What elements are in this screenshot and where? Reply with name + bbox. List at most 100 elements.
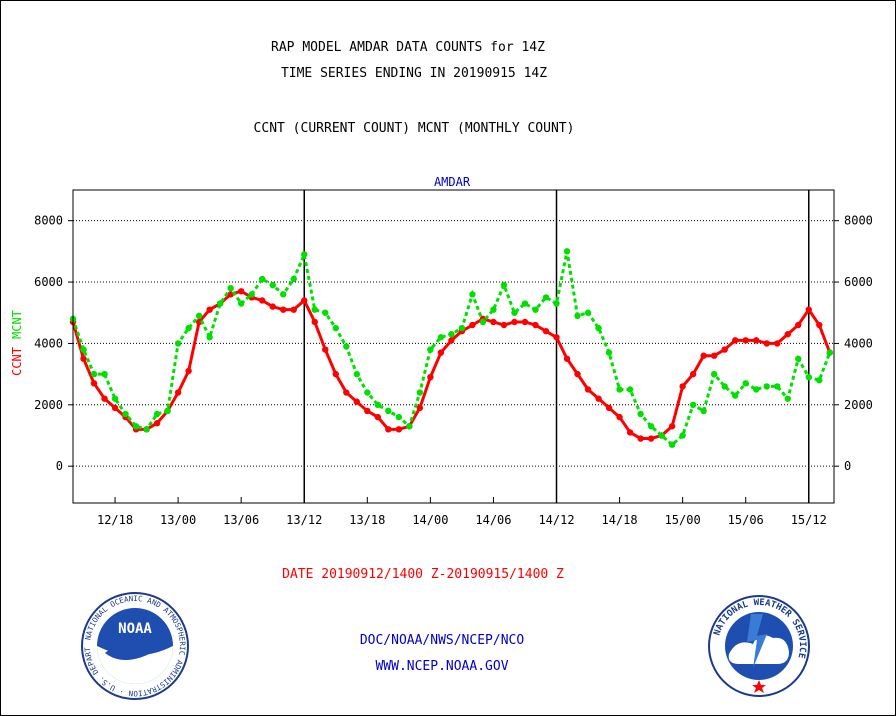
mcnt-point <box>322 309 329 316</box>
ccnt-point <box>280 306 287 313</box>
mcnt-point <box>458 324 466 332</box>
y-tick-label-right: 0 <box>844 459 851 473</box>
mcnt-point <box>111 395 119 402</box>
x-tick-label: 14/00 <box>412 513 448 527</box>
ccnt-point <box>574 370 581 378</box>
mcnt-point <box>721 383 728 390</box>
ccnt-point <box>500 321 508 329</box>
y-axis-label-ccnt: CCNT <box>10 347 24 376</box>
plot-title: AMDAR <box>434 175 471 189</box>
ccnt-point <box>469 321 476 329</box>
x-tick-label: 13/12 <box>286 513 322 527</box>
mcnt-point <box>132 423 140 430</box>
ccnt-point <box>700 352 707 359</box>
ccnt-point <box>427 373 434 381</box>
ccnt-point <box>195 318 203 326</box>
ccnt-point <box>206 306 213 313</box>
ccnt-point <box>332 370 339 378</box>
ccnt-point <box>90 380 98 387</box>
x-tick-label: 15/00 <box>665 513 701 527</box>
mcnt-point <box>290 275 297 283</box>
ccnt-point <box>353 398 360 405</box>
y-tick-label-left: 4000 <box>34 336 63 350</box>
mcnt-point <box>668 441 676 448</box>
y-tick-label-right: 6000 <box>844 275 873 289</box>
ccnt-point <box>269 303 276 310</box>
mcnt-point <box>710 370 718 378</box>
mcnt-point <box>763 383 770 390</box>
mcnt-point <box>490 306 497 313</box>
mcnt-point <box>153 410 161 418</box>
ccnt-point <box>532 321 539 329</box>
x-tick-label: 13/00 <box>160 513 196 527</box>
y-tick-label-left: 8000 <box>34 214 63 228</box>
mcnt-point <box>101 370 108 378</box>
y-tick-label-right: 8000 <box>844 214 873 228</box>
ccnt-point <box>153 420 161 427</box>
x-tick-label: 14/18 <box>602 513 638 527</box>
mcnt-point <box>532 306 539 313</box>
ccnt-point <box>553 334 560 341</box>
ccnt-point <box>416 404 424 412</box>
ccnt-point <box>774 340 781 347</box>
noaa-logo: NOAA NATIONAL OCEANIC AND ATMOSPHERIC AD… <box>80 591 189 700</box>
mcnt-point <box>258 275 266 283</box>
ccnt-point <box>763 340 770 347</box>
x-tick-label: 14/06 <box>475 513 511 527</box>
mcnt-point <box>574 312 581 320</box>
ccnt-point <box>605 404 613 412</box>
mcnt-point <box>416 389 424 396</box>
noaa-logo-text: NOAA <box>118 621 152 637</box>
x-tick-label: 15/12 <box>791 513 827 527</box>
y-tick-label-left: 2000 <box>34 398 63 412</box>
mcnt-point <box>280 291 287 298</box>
x-tick-label: 13/06 <box>223 513 259 527</box>
mcnt-point <box>80 346 87 353</box>
mcnt-point <box>647 423 655 430</box>
x-tick-label: 12/18 <box>97 513 133 527</box>
mcnt-point <box>500 281 508 289</box>
ccnt-line <box>71 289 832 441</box>
ccnt-point <box>80 355 87 362</box>
mcnt-point <box>689 401 697 409</box>
mcnt-point <box>206 334 213 341</box>
ccnt-point <box>301 297 308 304</box>
mcnt-point <box>406 423 413 430</box>
ccnt-point <box>753 337 760 344</box>
mcnt-point <box>637 410 644 418</box>
mcnt-point <box>311 306 318 313</box>
ccnt-point <box>521 318 529 326</box>
ccnt-point <box>563 355 571 362</box>
mcnt-point <box>385 407 392 415</box>
mcnt-point <box>269 281 276 289</box>
ccnt-point <box>374 413 382 421</box>
plot-border <box>72 189 835 504</box>
ncep-url-link[interactable]: WWW.NCEP.NOAA.GOV <box>375 659 509 674</box>
ccnt-point <box>343 389 350 396</box>
ccnt-point <box>784 331 791 338</box>
y-axis-label: CCNT MCNT <box>10 310 24 376</box>
ccnt-point <box>385 426 392 433</box>
ccnt-point <box>174 389 182 396</box>
mcnt-point <box>364 389 371 396</box>
ccnt-point <box>364 407 371 415</box>
chart-subtitle: CCNT (CURRENT COUNT) MCNT (MONTHLY COUNT… <box>253 121 575 136</box>
mcnt-line <box>71 249 832 447</box>
ccnt-point <box>437 349 445 356</box>
ccnt-point <box>616 413 623 421</box>
ccnt-point <box>595 395 602 402</box>
mcnt-point <box>795 355 802 362</box>
mcnt-point <box>195 312 203 320</box>
mcnt-point <box>353 370 360 378</box>
mcnt-point <box>521 300 529 307</box>
y-tick-label-left: 0 <box>56 459 63 473</box>
ccnt-point <box>584 386 592 393</box>
ccnt-point <box>647 435 655 442</box>
ccnt-point <box>290 306 297 313</box>
mcnt-point <box>395 413 403 421</box>
y-axis-label-mcnt: MCNT <box>10 310 24 339</box>
ccnt-point <box>626 429 634 436</box>
y-tick-label-right: 4000 <box>844 336 873 350</box>
ccnt-point <box>395 426 403 433</box>
